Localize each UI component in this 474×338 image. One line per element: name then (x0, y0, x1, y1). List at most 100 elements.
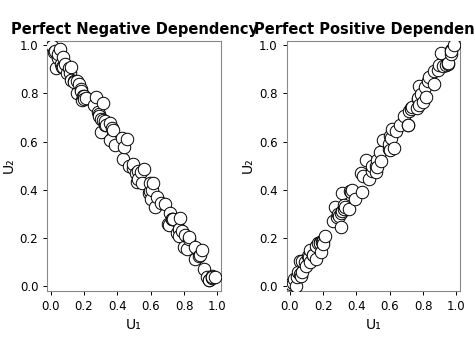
Point (338, 190, 346, 196)
Point (106, 137, 114, 142)
Point (314, 240, 322, 246)
Point (161, 201, 169, 207)
Point (321, 233, 329, 239)
Point (396, 122, 404, 127)
Point (118, 135, 126, 141)
Point (59, 54, 67, 59)
Point (372, 163, 379, 169)
Point (415, 103, 422, 108)
Point (96, 114, 103, 119)
Point (445, 61, 452, 66)
Point (405, 108, 412, 113)
Point (400, 113, 408, 118)
Point (203, 274, 211, 280)
Point (59, 64, 67, 70)
Point (386, 147, 394, 153)
Y-axis label: U₂: U₂ (1, 158, 16, 173)
Point (98, 116, 105, 122)
Point (208, 275, 215, 281)
Point (335, 211, 342, 217)
Point (175, 226, 183, 232)
Point (450, 43, 458, 48)
X-axis label: U₁: U₁ (126, 318, 142, 332)
Point (211, 274, 219, 280)
Point (374, 165, 381, 170)
Point (55, 55, 62, 61)
Point (140, 167, 148, 172)
Point (129, 166, 137, 171)
Point (99, 100, 107, 105)
Point (346, 206, 353, 211)
Point (387, 136, 395, 141)
Point (82, 95, 90, 100)
Point (129, 161, 137, 166)
Point (319, 238, 327, 243)
Point (290, 276, 298, 282)
Point (57, 62, 65, 67)
Point (165, 222, 173, 228)
Point (338, 208, 346, 213)
Point (176, 216, 183, 221)
Point (149, 180, 156, 186)
X-axis label: U₁: U₁ (365, 318, 381, 332)
Point (368, 169, 376, 174)
Point (316, 239, 324, 245)
Point (404, 122, 411, 127)
Point (415, 83, 423, 89)
Point (447, 51, 455, 57)
Point (175, 234, 183, 239)
Point (63, 70, 71, 75)
Point (168, 216, 176, 222)
Point (66, 70, 74, 75)
Point (157, 200, 165, 206)
Point (297, 272, 304, 277)
Point (376, 149, 384, 155)
Point (430, 68, 438, 73)
Point (302, 264, 310, 269)
Point (102, 122, 109, 128)
Point (92, 94, 100, 100)
Point (435, 62, 443, 68)
Point (56, 46, 64, 51)
Point (447, 48, 455, 53)
Point (319, 241, 327, 246)
Point (95, 111, 103, 116)
Point (50, 50, 58, 55)
Point (77, 86, 85, 92)
Point (164, 222, 172, 227)
Point (58, 64, 65, 70)
Point (120, 144, 128, 150)
Point (358, 189, 365, 195)
Point (73, 91, 81, 96)
Point (75, 82, 83, 87)
Point (168, 216, 176, 221)
Point (78, 97, 85, 103)
Point (182, 232, 189, 238)
Point (134, 176, 142, 182)
Point (185, 236, 192, 242)
Point (417, 91, 424, 96)
Point (377, 158, 385, 164)
Point (362, 158, 370, 163)
Point (209, 273, 216, 279)
Point (413, 105, 420, 111)
Point (310, 252, 317, 258)
Point (90, 102, 98, 107)
Point (306, 247, 314, 253)
Point (392, 128, 400, 134)
Point (299, 259, 306, 264)
Point (191, 256, 198, 262)
Point (73, 78, 81, 83)
Point (199, 248, 206, 253)
Point (296, 259, 303, 264)
Point (65, 65, 73, 70)
Point (408, 106, 415, 111)
Point (169, 216, 176, 222)
Point (305, 255, 313, 260)
Point (138, 181, 146, 186)
Point (205, 277, 213, 283)
Point (109, 127, 117, 132)
Point (299, 269, 306, 274)
Point (178, 228, 185, 234)
Point (94, 109, 101, 114)
